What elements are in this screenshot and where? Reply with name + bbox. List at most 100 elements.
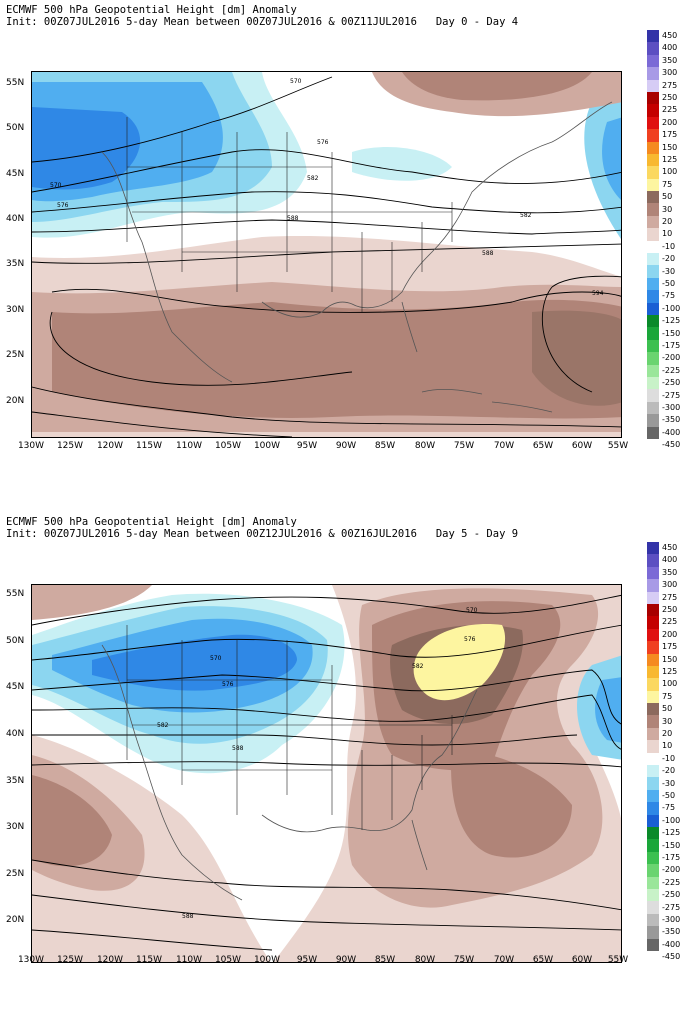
panel2-title-line1: ECMWF 500 hPa Geopotential Height [dm] A…: [6, 516, 297, 528]
colorbar-swatch: [647, 166, 659, 179]
svg-text:582: 582: [520, 212, 532, 219]
colorbar-label: 175: [662, 642, 678, 652]
panel1-map: 570 576 582 588 594 582 588 576 570: [31, 71, 622, 438]
colorbar-label: 100: [662, 679, 678, 689]
panel1-colorbar: [647, 30, 659, 439]
colorbar-swatch: [647, 302, 659, 315]
colorbar-swatch: [647, 554, 659, 567]
colorbar-label: 400: [662, 43, 678, 53]
colorbar-swatch: [647, 327, 659, 340]
colorbar-swatch: [647, 203, 659, 216]
max-anomaly-region: [413, 624, 506, 701]
colorbar-label: 50: [662, 192, 673, 202]
colorbar-swatch: [647, 253, 659, 266]
colorbar-label: -150: [662, 840, 681, 850]
colorbar-swatch: [647, 42, 659, 55]
colorbar-label: -275: [662, 902, 681, 912]
svg-text:576: 576: [317, 139, 329, 146]
colorbar-swatch: [647, 364, 659, 377]
colorbar-swatch: [647, 153, 659, 167]
colorbar-label: -450: [662, 440, 681, 450]
colorbar-label: 275: [662, 80, 678, 90]
colorbar-swatch: [647, 591, 659, 604]
colorbar-swatch: [647, 740, 659, 753]
colorbar-swatch: [647, 30, 659, 43]
colorbar-label: -30: [662, 778, 676, 788]
colorbar-label: -350: [662, 415, 681, 425]
colorbar-label: 175: [662, 130, 678, 140]
colorbar-label: -275: [662, 390, 681, 400]
colorbar-swatch: [647, 765, 659, 778]
colorbar-swatch: [647, 129, 659, 142]
colorbar-label: 10: [662, 229, 673, 239]
colorbar-label: 125: [662, 667, 678, 676]
colorbar-label: 200: [662, 117, 678, 127]
colorbar-swatch: [647, 864, 659, 877]
svg-text:582: 582: [307, 175, 319, 182]
colorbar-label: 100: [662, 167, 678, 177]
svg-text:576: 576: [464, 636, 476, 643]
colorbar-swatch: [647, 665, 659, 679]
colorbar-label: 150: [662, 142, 678, 152]
colorbar-swatch: [647, 641, 659, 654]
panel2-title-line2: Init: 00Z07JUL2016 5-day Mean between 00…: [6, 528, 519, 540]
contour-labels: 570 576 582 588 594 582 588 576 570: [50, 78, 604, 297]
colorbar-swatch: [647, 240, 659, 254]
colorbar-label: 20: [662, 729, 673, 738]
svg-text:588: 588: [287, 215, 299, 222]
colorbar-swatch: [647, 314, 659, 328]
colorbar-swatch: [647, 938, 659, 951]
colorbar-label: 225: [662, 617, 678, 627]
colorbar-label: 150: [662, 654, 678, 664]
colorbar-label: -225: [662, 365, 681, 375]
svg-text:576: 576: [222, 681, 234, 688]
panel2-colorbar: [647, 542, 659, 951]
colorbar-label: -10: [662, 241, 676, 251]
colorbar-swatch: [647, 389, 659, 402]
colorbar-label: 30: [662, 204, 673, 214]
colorbar-swatch: [647, 901, 659, 914]
colorbar-swatch: [647, 566, 659, 580]
colorbar-label: -30: [662, 266, 676, 276]
panel1-title-line1: ECMWF 500 hPa Geopotential Height [dm] A…: [6, 4, 297, 16]
colorbar-label: -175: [662, 341, 681, 350]
colorbar-swatch: [647, 116, 659, 130]
colorbar-label: 250: [662, 605, 678, 614]
colorbar-swatch: [647, 426, 659, 439]
colorbar-label: -200: [662, 865, 681, 875]
colorbar-swatch: [647, 265, 659, 278]
colorbar-swatch: [647, 628, 659, 642]
colorbar-label: -250: [662, 890, 681, 900]
colorbar-label: 275: [662, 592, 678, 602]
colorbar-label: -250: [662, 378, 681, 388]
colorbar-swatch: [647, 79, 659, 92]
colorbar-swatch: [647, 215, 659, 229]
colorbar-label: -20: [662, 254, 676, 264]
colorbar-swatch: [647, 876, 659, 889]
svg-text:594: 594: [592, 290, 604, 297]
colorbar-label: 10: [662, 741, 673, 751]
colorbar-label: 450: [662, 31, 678, 40]
colorbar-swatch: [647, 690, 659, 704]
colorbar-swatch: [647, 703, 659, 716]
panel-day5-9: ECMWF 500 hPa Geopotential Height [dm] A…: [6, 516, 681, 965]
colorbar-label: 125: [662, 155, 678, 164]
colorbar-swatch: [647, 727, 659, 741]
colorbar-label: -10: [662, 753, 676, 763]
colorbar-label: 75: [662, 691, 673, 701]
state-borders: [126, 117, 453, 312]
colorbar-swatch: [647, 603, 659, 617]
colorbar-swatch: [647, 715, 659, 728]
colorbar-label: -225: [662, 877, 681, 887]
colorbar-swatch: [647, 616, 659, 629]
colorbar-label: -350: [662, 927, 681, 937]
colorbar-swatch: [647, 913, 659, 927]
colorbar-label: -150: [662, 328, 681, 338]
colorbar-label: 30: [662, 716, 673, 726]
colorbar-label: -300: [662, 915, 681, 924]
panel-day0-4: ECMWF 500 hPa Geopotential Height [dm] A…: [6, 4, 681, 451]
colorbar-swatch: [647, 104, 659, 117]
colorbar-label: -100: [662, 815, 681, 825]
colorbar-swatch: [647, 141, 659, 154]
colorbar-swatch: [647, 376, 659, 390]
